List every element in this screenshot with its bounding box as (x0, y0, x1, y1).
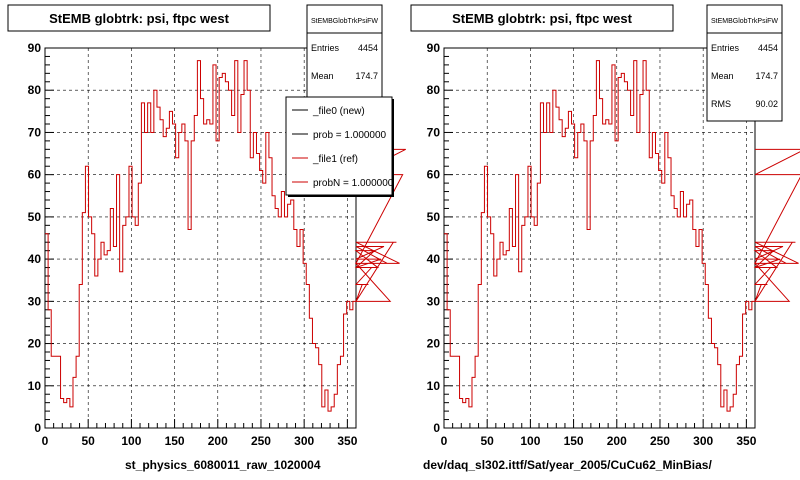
chart-title: StEMB globtrk: psi, ftpc west (49, 11, 230, 26)
x-tick-label: 350 (337, 434, 357, 448)
y-tick-label: 60 (427, 168, 441, 182)
legend-label: _file1 (ref) (312, 154, 358, 165)
x-tick-label: 50 (82, 434, 96, 448)
x-tick-label: 0 (441, 434, 448, 448)
legend-label: _file0 (new) (312, 106, 365, 117)
x-axis-label: st_physics_6080011_raw_1020004 (125, 458, 321, 472)
y-tick-label: 50 (28, 210, 42, 224)
stats-label: Mean (311, 71, 334, 81)
legend-label: prob = 1.000000 (313, 130, 387, 141)
x-tick-label: 100 (520, 434, 540, 448)
x-tick-label: 300 (693, 434, 713, 448)
y-tick-label: 60 (28, 168, 42, 182)
x-axis-label: dev/daq_sl302.ittf/Sat/year_2005/CuCu62_… (423, 458, 712, 472)
x-tick-label: 50 (481, 434, 495, 448)
chart-title: StEMB globtrk: psi, ftpc west (452, 11, 633, 26)
title-box (7, 4, 271, 32)
x-tick-label: 200 (607, 434, 627, 448)
stats-label: Mean (711, 71, 734, 81)
histogram-panel-2: 0 50 100 150 200 250 300 350 0 10 20 30 40 50 60 70 80 90… (410, 4, 800, 472)
y-tick-label: 40 (28, 252, 42, 266)
x-tick-label: 100 (121, 434, 141, 448)
y-tick-label: 20 (28, 337, 42, 351)
stats-label: RMS (711, 99, 731, 109)
title-box (410, 4, 674, 32)
histogram-panel-1: 0 50 100 150 200 250 300 350 0 10 20 30 40 50 60 70 80 90… (7, 4, 406, 472)
y-tick-label: 40 (427, 252, 441, 266)
y-tick-label: 50 (427, 210, 441, 224)
y-tick-label: 90 (427, 41, 441, 55)
y-tick-label: 20 (427, 337, 441, 351)
y-tick-label: 0 (433, 421, 440, 435)
stats-value: 174.7 (755, 71, 778, 81)
x-tick-label: 300 (294, 434, 314, 448)
legend-box (285, 96, 393, 196)
y-tick-label: 90 (28, 41, 42, 55)
stats-value: 174.7 (355, 71, 378, 81)
x-tick-label: 0 (42, 434, 49, 448)
x-tick-label: 200 (208, 434, 228, 448)
stats-value: 4454 (758, 43, 778, 53)
y-tick-label: 30 (28, 294, 42, 308)
plot-frame (443, 47, 756, 429)
x-tick-label: 250 (251, 434, 271, 448)
x-tick-label: 350 (736, 434, 756, 448)
legend-label: probN = 1.000000 (313, 178, 394, 189)
y-tick-label: 0 (34, 421, 41, 435)
x-tick-label: 150 (165, 434, 185, 448)
y-tick-label: 70 (427, 125, 441, 139)
stats-label: Entries (311, 43, 340, 53)
stats-value: 90.02 (755, 99, 778, 109)
stats-box (306, 4, 383, 103)
histogram-series-line (444, 60, 800, 412)
x-tick-label: 150 (564, 434, 584, 448)
y-tick-label: 80 (28, 83, 42, 97)
stats-value: 4454 (358, 43, 378, 53)
y-tick-label: 80 (427, 83, 441, 97)
stats-header: StEMBGlobTrkPsiFW (311, 18, 378, 25)
stats-box (706, 4, 783, 122)
histogram-series-line (45, 60, 406, 412)
y-tick-label: 10 (427, 379, 441, 393)
y-tick-label: 30 (427, 294, 441, 308)
stats-header: StEMBGlobTrkPsiFW (711, 18, 778, 25)
stats-label: Entries (711, 43, 740, 53)
y-tick-label: 70 (28, 125, 42, 139)
x-tick-label: 250 (650, 434, 670, 448)
y-tick-label: 10 (28, 379, 42, 393)
